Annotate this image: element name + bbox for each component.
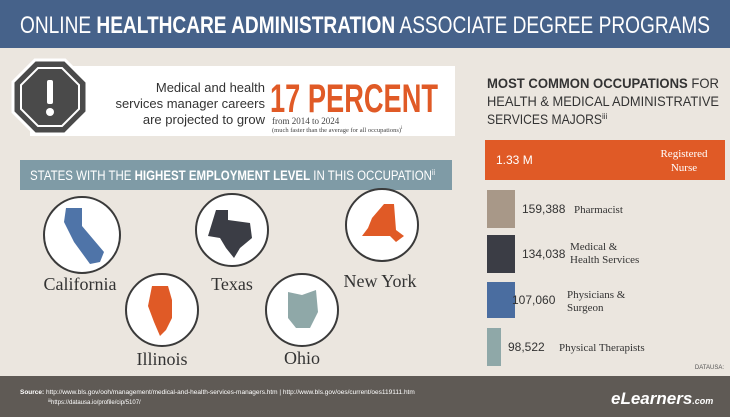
projection-period: from 2014 to 2024 <box>272 116 340 126</box>
source-ref: iii <box>48 398 51 403</box>
alert-icon-bar <box>47 80 53 104</box>
occupation-label: Nurse <box>671 162 697 174</box>
title-part: SERVICES MAJORS <box>487 111 602 127</box>
state-california: California <box>43 196 121 294</box>
projection-line: services manager careers <box>115 96 265 111</box>
occupation-value: 134,038 <box>522 247 566 261</box>
state-new-york: New York <box>343 188 419 291</box>
occupation-label: Registered <box>660 148 708 160</box>
title-part: ASSOCIATE DEGREE PROGRAMS <box>399 12 710 39</box>
occupation-label: Physical Therapists <box>559 342 645 354</box>
header-title: ONLINE HEALTHCARE ADMINISTRATION ASSOCIA… <box>20 12 710 39</box>
state-shape <box>288 290 318 328</box>
occupation-label: Surgeon <box>567 302 604 314</box>
state-shape <box>148 286 172 336</box>
projection-line: Medical and health <box>156 80 265 95</box>
occupation-label: Physicians & <box>567 289 626 301</box>
banner-part: HIGHEST EMPLOYMENT LEVEL <box>135 168 310 183</box>
states-banner <box>20 160 452 190</box>
alert-icon-ring <box>20 67 80 127</box>
title-part: FOR <box>691 75 719 91</box>
occupation-value: 1.33 M <box>496 153 533 167</box>
source-text: https://datausa.io/profile/cip/5107/ <box>51 400 141 406</box>
alert-icon-dot <box>46 108 54 116</box>
projection-box <box>30 66 455 136</box>
occupation-label: Pharmacist <box>574 204 623 216</box>
state-ohio: Ohio <box>265 273 339 368</box>
footer-band <box>0 376 730 417</box>
title-part: ONLINE <box>20 12 91 39</box>
title-ref: iii <box>602 112 608 121</box>
state-label: California <box>44 274 117 294</box>
state-label: Illinois <box>136 349 187 369</box>
banner-part: IN THIS OCCUPATION <box>313 168 432 183</box>
occupations-title: SERVICES MAJORSiii <box>487 111 608 127</box>
occupation-label: Medical & <box>570 241 618 253</box>
title-part: MOST COMMON OCCUPATIONS <box>487 75 688 91</box>
logo-suffix: .com <box>692 396 713 406</box>
banner-part: STATES WITH THE <box>30 168 131 183</box>
occupation-bar <box>487 328 501 366</box>
state-label: Ohio <box>284 348 320 368</box>
occupation-bar <box>485 140 725 180</box>
state-shape <box>208 210 252 258</box>
occupation-bar <box>487 282 515 318</box>
footer-logo: eLearners.com <box>611 389 713 408</box>
occupations-title: HEALTH & MEDICAL ADMINISTRATIVE <box>487 93 719 109</box>
state-shape <box>362 204 404 242</box>
state-shape <box>64 208 104 264</box>
occupations-title: MOST COMMON OCCUPATIONS FOR <box>487 75 719 91</box>
projection-note: (much faster than the average for all oc… <box>272 126 403 134</box>
source-text: http://www.bls.gov/ooh/management/medica… <box>46 389 415 396</box>
state-label: Texas <box>211 274 253 294</box>
logo-text: eLearners <box>611 389 692 408</box>
occupation-value: 107,060 <box>512 293 556 307</box>
note-text: (much faster than the average for all oc… <box>272 127 401 134</box>
state-texas: Texas <box>195 193 269 294</box>
occupation-label: Health Services <box>570 254 639 266</box>
state-illinois: Illinois <box>125 273 199 369</box>
footer-source-2: iiihttps://datausa.io/profile/cip/5107/ <box>48 398 141 406</box>
banner-ref: ii <box>432 168 435 177</box>
occupations-source: DATAUSA: <box>695 365 724 371</box>
projection-highlight: 17 PERCENT <box>270 77 438 121</box>
source-label: Source: <box>20 389 44 396</box>
occupation-value: 98,522 <box>508 340 545 354</box>
occupation-bar <box>487 235 515 273</box>
occupation-value: 159,388 <box>522 202 566 216</box>
states-banner-text: STATES WITH THE HIGHEST EMPLOYMENT LEVEL… <box>30 168 435 183</box>
state-label: New York <box>343 271 416 291</box>
note-ref: i <box>401 126 403 131</box>
occupation-bar <box>487 190 515 228</box>
title-part: HEALTHCARE ADMINISTRATION <box>96 12 395 39</box>
header-band <box>0 0 730 48</box>
projection-line: are projected to grow <box>143 112 266 127</box>
footer-source: Source: http://www.bls.gov/ooh/managemen… <box>20 389 415 396</box>
